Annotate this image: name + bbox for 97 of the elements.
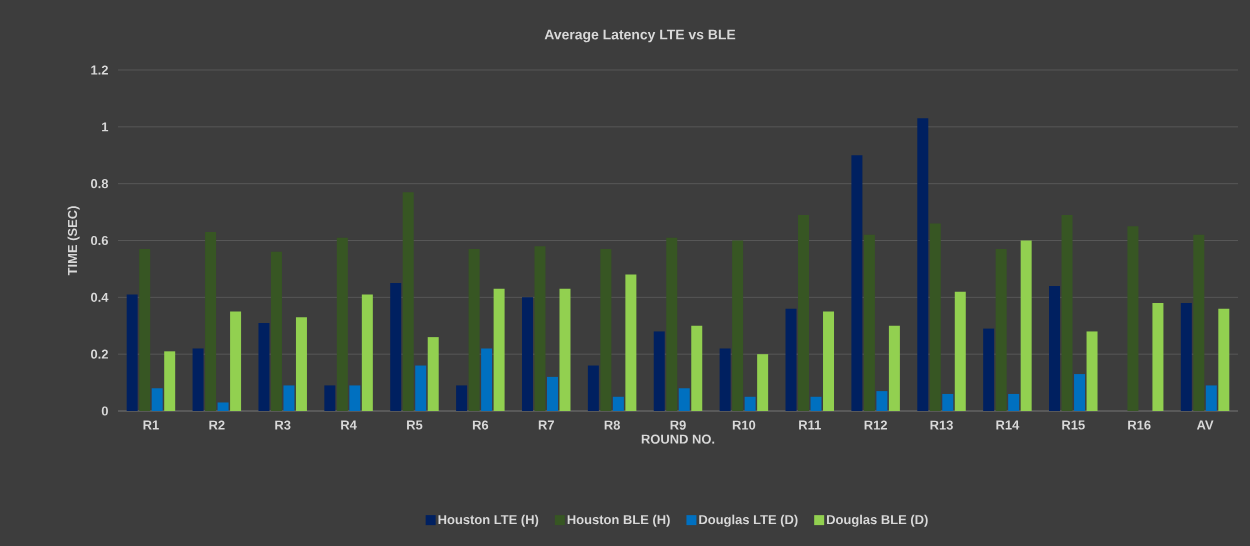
- bar: [1061, 214, 1073, 411]
- bar: [493, 288, 505, 411]
- x-tick-label: R16: [1128, 420, 1151, 430]
- bar: [823, 311, 835, 411]
- bar: [1205, 385, 1217, 411]
- bar: [1180, 303, 1192, 411]
- chart-title: Average Latency LTE vs BLE: [544, 29, 736, 43]
- x-tick-label: R8: [604, 420, 620, 430]
- bar: [612, 396, 624, 411]
- bar: [876, 391, 888, 411]
- y-tick-label: 0.4: [90, 292, 109, 302]
- bar: [1074, 374, 1086, 411]
- x-tick-label: R13: [930, 420, 953, 430]
- bar: [283, 385, 295, 411]
- bar: [481, 348, 493, 411]
- x-tick-label: R9: [670, 420, 686, 430]
- bar: [785, 308, 797, 411]
- y-tick-label: 0.8: [90, 179, 109, 189]
- bar: [192, 348, 204, 411]
- x-tick-label: R14: [996, 420, 1020, 430]
- bar: [546, 376, 558, 411]
- bar: [653, 331, 665, 411]
- bar: [205, 231, 217, 411]
- bar: [534, 246, 546, 411]
- bar: [336, 237, 348, 411]
- bar: [270, 251, 282, 411]
- bar: [691, 325, 703, 411]
- bar: [230, 311, 242, 411]
- bar: [625, 274, 637, 411]
- bar: [427, 337, 439, 411]
- bar: [666, 237, 678, 411]
- y-tick-label: 0.6: [90, 235, 109, 246]
- bar: [757, 354, 769, 411]
- bar: [954, 291, 966, 411]
- x-tick-label: R10: [732, 420, 756, 430]
- x-tick-label: AV: [1196, 420, 1214, 430]
- bar: [1193, 234, 1205, 411]
- legend-label: Douglas LTE (D): [699, 514, 798, 527]
- bar: [995, 249, 1007, 411]
- bar: [521, 297, 533, 411]
- bar: [732, 240, 744, 411]
- bar: [151, 388, 163, 411]
- x-tick-label: R15: [1062, 420, 1085, 430]
- bar: [258, 322, 270, 411]
- bar: [917, 118, 929, 411]
- bar: [888, 325, 900, 411]
- bar: [468, 249, 480, 411]
- bar: [415, 365, 427, 411]
- bar: [361, 294, 373, 411]
- x-axis-title: ROUND NO.: [641, 434, 715, 444]
- bar: [942, 393, 954, 411]
- bar: [810, 396, 822, 411]
- legend-label: Houston LTE (H): [438, 514, 539, 527]
- bar: [217, 402, 229, 411]
- bar: [126, 294, 138, 411]
- bar: [863, 234, 875, 411]
- bar: [139, 249, 151, 411]
- bar: [600, 249, 612, 411]
- bar: [164, 351, 176, 411]
- bar: [1086, 331, 1098, 411]
- bar: [324, 385, 336, 411]
- bar: [349, 385, 361, 411]
- y-tick-label: 1.2: [91, 65, 108, 75]
- bar: [744, 396, 756, 411]
- x-tick-label: R6: [472, 420, 489, 430]
- legend-label: Houston BLE (H): [567, 514, 670, 527]
- bar: [1049, 285, 1061, 411]
- x-tick-label: R12: [864, 420, 888, 430]
- x-tick-label: R7: [538, 420, 554, 430]
- x-tick-label: R3: [275, 420, 291, 430]
- bar: [1218, 308, 1230, 411]
- y-tick-label: 0: [101, 406, 108, 416]
- x-tick-label: R11: [799, 420, 821, 430]
- bar: [851, 155, 863, 411]
- x-tick-label: R4: [341, 420, 357, 430]
- bar: [456, 385, 468, 411]
- y-tick-label: 1: [102, 122, 109, 132]
- bar: [1008, 393, 1020, 411]
- x-tick-label: R2: [209, 420, 225, 430]
- bar: [1020, 240, 1032, 411]
- bar: [929, 223, 941, 411]
- bar: [983, 328, 995, 411]
- bar: [1152, 303, 1164, 411]
- bar: [402, 192, 414, 411]
- bar: [798, 214, 810, 411]
- y-axis-title: TIME (SEC): [67, 206, 80, 276]
- bar: [719, 348, 731, 411]
- bar: [295, 317, 307, 411]
- x-tick-label: R5: [407, 420, 423, 430]
- bar: [678, 388, 690, 411]
- bar: [1127, 226, 1139, 411]
- bar: [587, 365, 599, 411]
- bar: [559, 288, 571, 411]
- y-tick-label: 0.2: [90, 349, 108, 359]
- bar: [390, 283, 402, 411]
- legend-label: Douglas BLE (D): [827, 514, 928, 527]
- x-tick-label: R1: [143, 420, 159, 430]
